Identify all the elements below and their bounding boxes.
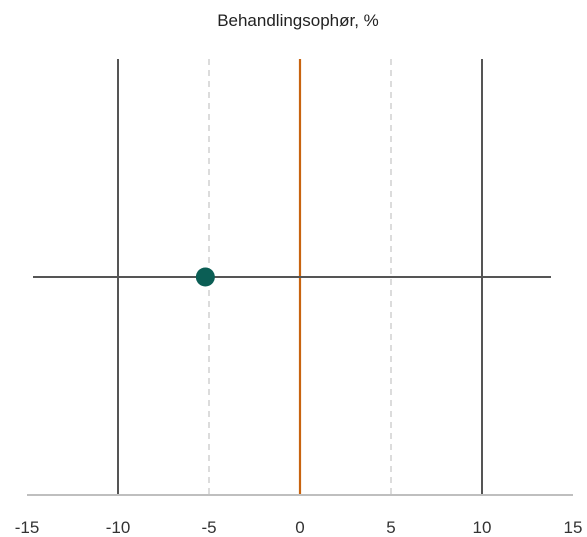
data-points [195,267,215,287]
chart-title: Behandlingsophør, % [217,11,379,30]
x-tick-labels: -15 -10 -5 0 5 10 15 [15,518,583,537]
x-tick-label: -10 [106,518,131,537]
x-tick-label: 15 [564,518,583,537]
x-tick-label: -5 [201,518,216,537]
x-tick-label: 0 [295,518,304,537]
x-tick-label: 10 [473,518,492,537]
data-point [195,267,215,287]
x-tick-label: 5 [386,518,395,537]
x-tick-label: -15 [15,518,40,537]
